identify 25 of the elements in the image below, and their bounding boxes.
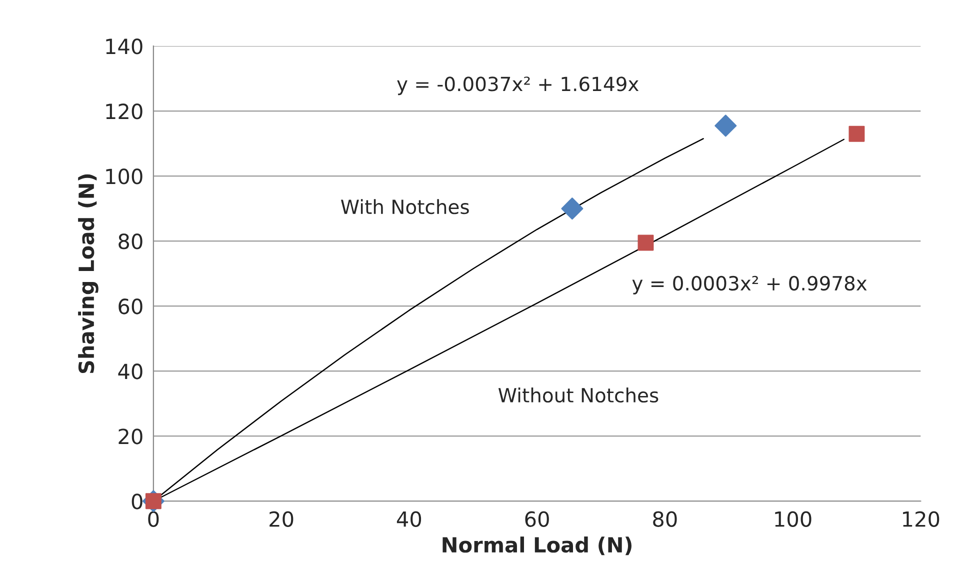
x-tick-label: 60 (525, 511, 549, 527)
y-tick-label: 120 (106, 104, 142, 120)
x-tick-label: 0 (148, 511, 159, 527)
annotation: With Notches (340, 199, 469, 214)
point (714, 114, 737, 137)
y-axis-title: Shaving Load (N) (78, 174, 98, 374)
y-tick-label: 20 (118, 428, 142, 444)
x-tick-label: 120 (903, 511, 940, 527)
annotation: y = -0.0037x² + 1.6149x (397, 76, 639, 96)
y-tick-label: 40 (118, 364, 142, 380)
point (561, 198, 584, 220)
y-tick-label: 0 (132, 494, 142, 510)
x-tick-label: 20 (270, 511, 294, 527)
point (638, 234, 654, 251)
x-tick-label: 80 (653, 511, 677, 527)
x-axis-title: Normal Load (N) (442, 536, 632, 556)
y-tick-label: 80 (118, 234, 142, 250)
y-tick-label: 60 (118, 298, 142, 314)
x-tick-label: 100 (775, 511, 812, 527)
y-tick-label: 100 (106, 168, 142, 184)
point (848, 126, 865, 142)
annotation: y = 0.0003x² + 0.9978x (632, 276, 867, 294)
annotation: Without Notches (498, 388, 658, 403)
x-tick-label: 40 (396, 511, 422, 527)
y-tick-label: 140 (106, 38, 142, 54)
